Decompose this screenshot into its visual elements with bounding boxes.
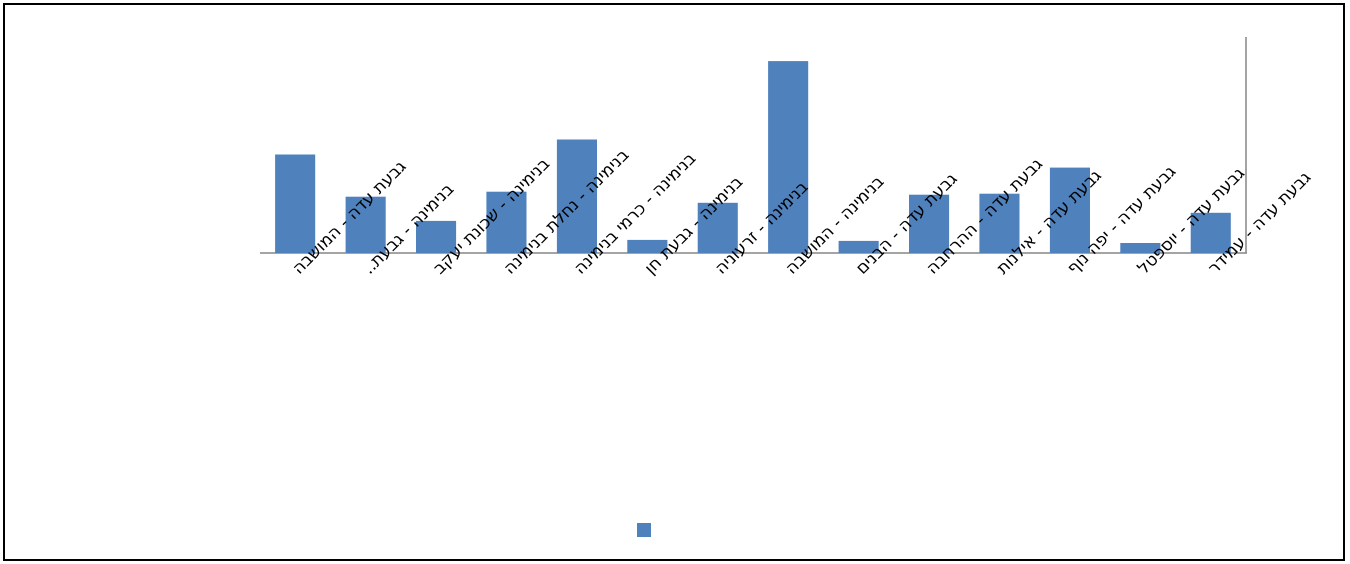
bar <box>1049 167 1090 253</box>
bar <box>345 196 386 253</box>
category-label: בנימינה - שכונת יעקב <box>429 154 554 279</box>
bar <box>556 139 597 253</box>
bar <box>697 202 738 253</box>
bar <box>1120 243 1161 253</box>
legend <box>637 523 657 537</box>
bar <box>275 154 316 253</box>
bar <box>979 193 1020 253</box>
bar <box>416 220 457 253</box>
bar <box>768 61 809 253</box>
bar <box>1190 212 1231 253</box>
bar <box>486 191 527 253</box>
bars-group <box>275 61 1231 253</box>
bar <box>627 239 668 253</box>
legend-swatch <box>637 523 651 537</box>
bar <box>909 194 950 253</box>
chart-frame <box>3 3 1345 561</box>
bar <box>838 240 879 253</box>
